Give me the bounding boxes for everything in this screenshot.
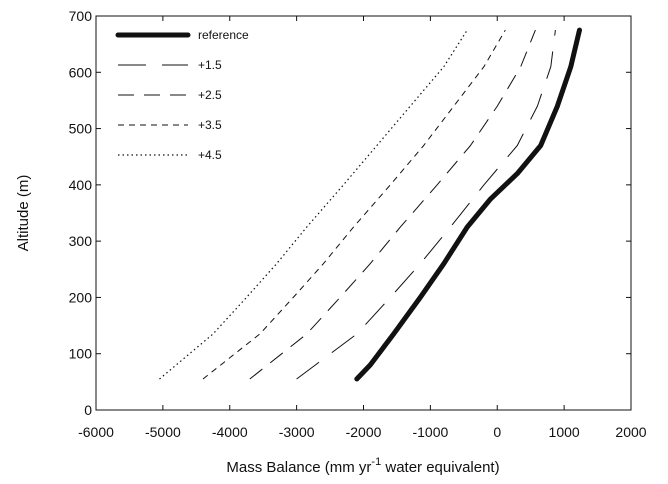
- legend-label-0: reference: [198, 28, 249, 42]
- x-tick-label: 1000: [549, 424, 580, 440]
- y-tick-label: 600: [69, 64, 93, 80]
- series-line-4: [159, 29, 468, 380]
- x-axis-title-prefix: Mass Balance (mm yr: [226, 459, 371, 476]
- legend-label-2: +2.5: [198, 88, 222, 102]
- y-axis-title: Altitude (m): [15, 175, 32, 252]
- x-tick-label: -4000: [212, 424, 248, 440]
- x-axis-title-suffix: water equivalent): [381, 459, 499, 476]
- plot-frame: [95, 15, 632, 411]
- y-tick-label: 0: [84, 402, 92, 418]
- series-line-1: [296, 30, 556, 380]
- x-tick-label: -5000: [145, 424, 181, 440]
- series-line-3: [202, 29, 506, 380]
- x-tick-label: -2000: [346, 424, 382, 440]
- x-axis-title-sup: -1: [371, 456, 381, 468]
- x-tick-label: 2000: [615, 424, 646, 440]
- axis-ticks: -6000 -5000 -4000 -3000 -2000 -1000 0 1000 2000 0…: [69, 8, 647, 440]
- x-tick-label: -1000: [412, 424, 448, 440]
- series-line-2: [249, 29, 536, 380]
- y-tick-label: 400: [69, 177, 93, 193]
- x-axis-title: Mass Balance (mm yr-1 water equivalent): [226, 456, 499, 476]
- y-tick-label: 700: [69, 8, 93, 24]
- series-layer: [159, 27, 582, 382]
- y-tick-label: 200: [69, 289, 93, 305]
- x-tick-label: -3000: [279, 424, 315, 440]
- legend-label-1: +1.5: [198, 58, 222, 72]
- y-tick-label: 300: [69, 233, 93, 249]
- x-tick-label: -6000: [78, 424, 114, 440]
- y-tick-label: 100: [69, 346, 93, 362]
- legend-label-4: +4.5: [198, 148, 222, 162]
- series-line-0: [354, 27, 582, 382]
- legend-label-3: +3.5: [198, 118, 222, 132]
- x-tick-label: 0: [493, 424, 501, 440]
- y-tick-label: 500: [69, 121, 93, 137]
- legend: reference +1.5 +2.5 +3.5 +4.5: [115, 28, 249, 162]
